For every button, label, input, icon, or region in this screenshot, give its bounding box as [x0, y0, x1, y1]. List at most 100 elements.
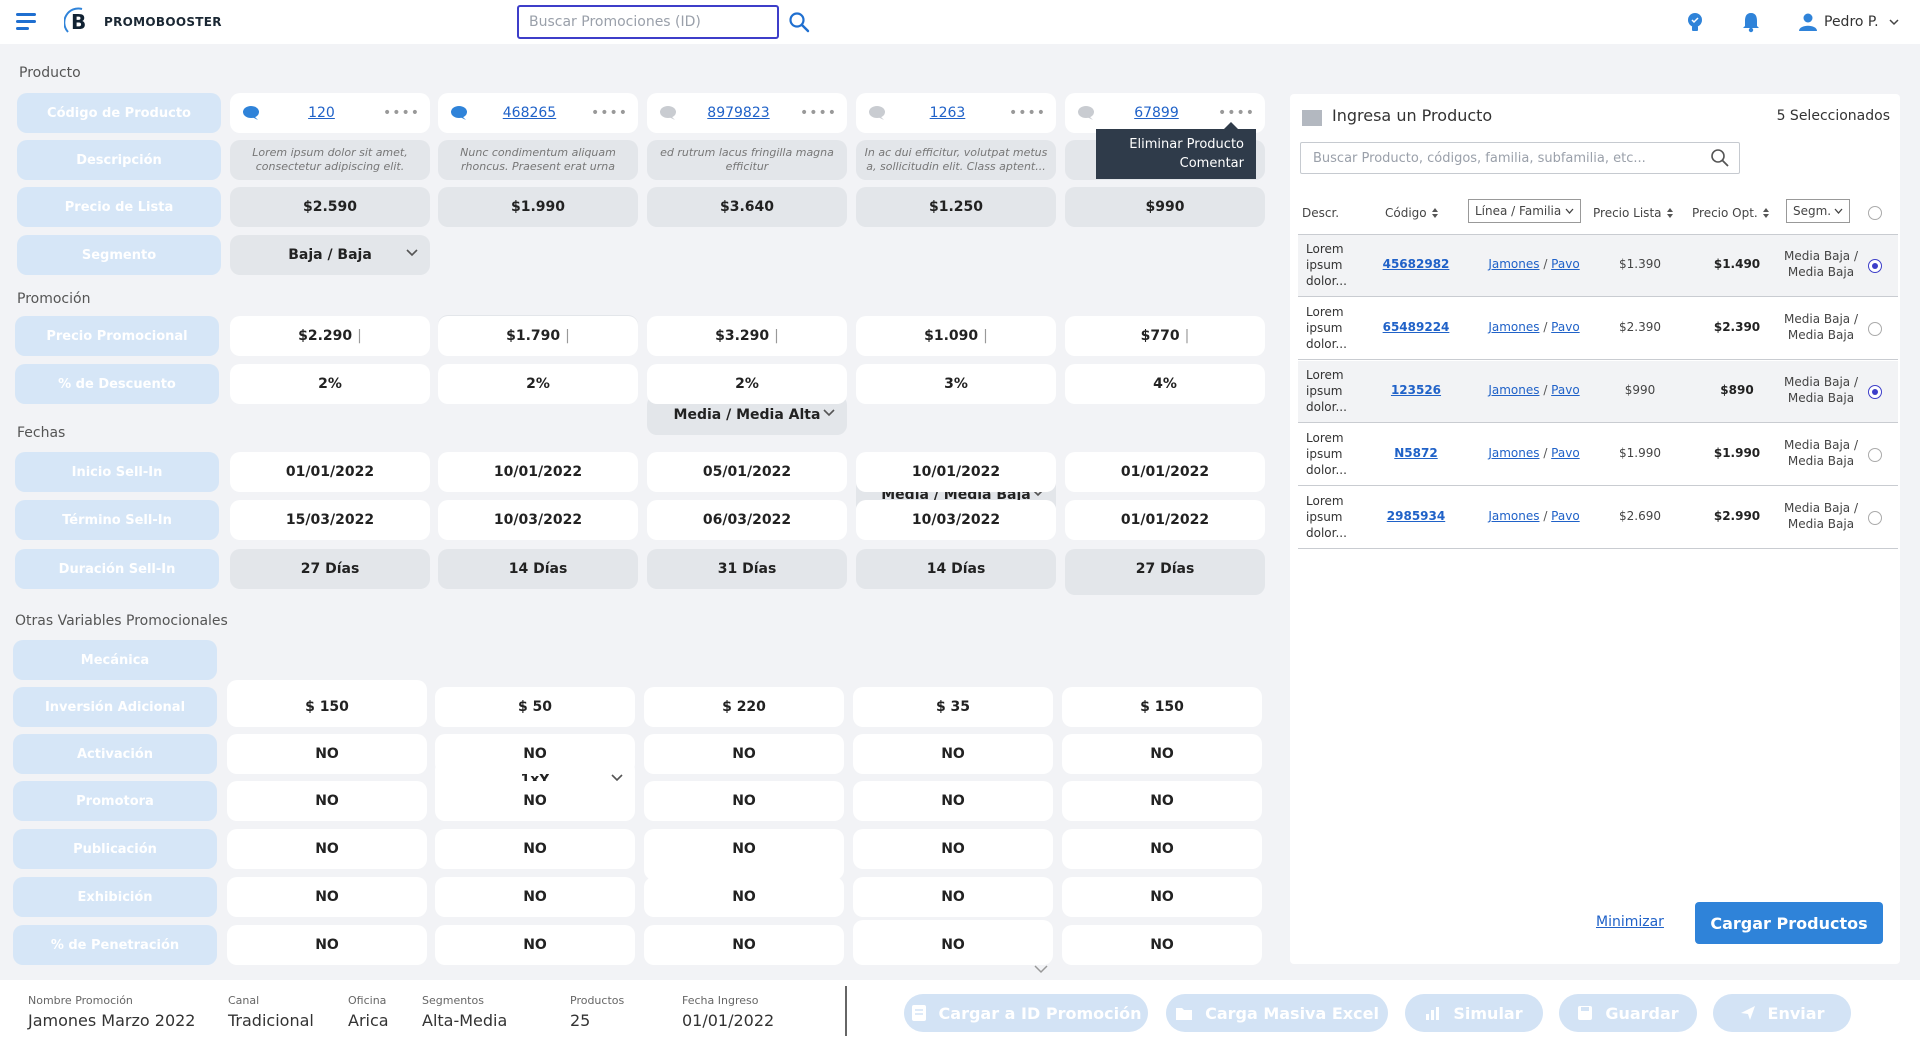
bell-icon[interactable] [1740, 11, 1762, 33]
promotora-cell[interactable]: NO [435, 781, 635, 821]
precio-promocional-input[interactable]: $1.090 | [856, 316, 1056, 356]
publicacion-cell[interactable]: NO [435, 829, 635, 869]
linea-link[interactable]: Jamones [1488, 257, 1540, 271]
inversion-adicional-cell[interactable]: $ 150 [1062, 687, 1262, 727]
linea-link[interactable]: Jamones [1488, 320, 1540, 334]
activacion-cell[interactable]: NO [435, 734, 635, 774]
row-code-link[interactable]: 45682982 [1382, 257, 1450, 271]
precio-promocional-input[interactable]: $1.790 | [438, 316, 638, 356]
promotora-cell[interactable]: NO [644, 781, 844, 821]
activacion-cell[interactable]: NO [227, 734, 427, 774]
product-code-link[interactable]: 468265 [502, 105, 557, 121]
exhibicion-cell[interactable]: NO [227, 877, 427, 917]
promotora-cell[interactable]: NO [853, 781, 1053, 821]
row-code-link[interactable]: 65489224 [1382, 320, 1450, 334]
precio-promocional-input[interactable]: $3.290 | [647, 316, 847, 356]
promotora-cell[interactable]: NO [227, 781, 427, 821]
activacion-cell[interactable]: NO [853, 734, 1053, 774]
precio-promocional-input[interactable]: $770 | [1065, 316, 1265, 356]
search-icon[interactable] [1710, 148, 1730, 168]
row-select-radio[interactable] [1868, 259, 1882, 273]
table-row[interactable]: Lorem ipsum dolor... 45682982 Jamones / Pa… [1298, 235, 1898, 297]
row-select-radio[interactable] [1868, 448, 1882, 462]
publicacion-cell[interactable]: NO [1062, 829, 1262, 869]
user-menu[interactable]: Pedro P. [1798, 10, 1905, 34]
penetracion-cell[interactable]: NO [227, 925, 427, 965]
table-row[interactable]: Lorem ipsum dolor... 123526 Jamones / Pavo… [1298, 361, 1898, 423]
menu-icon[interactable] [16, 13, 36, 30]
publicacion-cell[interactable]: NO [853, 829, 1053, 869]
activacion-cell[interactable]: NO [1062, 734, 1262, 774]
more-options-icon[interactable]: •••• [382, 105, 420, 121]
termino-sell-in-cell[interactable]: 01/01/2022 [1065, 500, 1265, 540]
familia-link[interactable]: Pavo [1551, 257, 1580, 271]
select-all-radio[interactable] [1868, 206, 1882, 220]
col-header-segm[interactable]: Segm. [1786, 199, 1850, 223]
termino-sell-in-cell[interactable]: 15/03/2022 [230, 500, 430, 540]
termino-sell-in-cell[interactable]: 10/03/2022 [438, 500, 638, 540]
row-select-radio[interactable] [1868, 511, 1882, 525]
penetracion-cell[interactable]: NO [1062, 925, 1262, 965]
publicacion-cell[interactable]: NO [227, 829, 427, 869]
row-code-link[interactable]: 123526 [1390, 383, 1442, 397]
col-header-codigo[interactable]: Código [1385, 206, 1439, 220]
minimize-link[interactable]: Minimizar [1596, 914, 1664, 930]
termino-sell-in-cell[interactable]: 10/03/2022 [856, 500, 1056, 540]
comentar-option[interactable]: Comentar [1179, 156, 1244, 171]
comment-icon[interactable] [450, 105, 468, 121]
cargar-productos-button[interactable]: Cargar Productos [1695, 902, 1883, 944]
comment-icon[interactable] [1077, 105, 1095, 121]
col-header-descr[interactable]: Descr. [1302, 206, 1340, 220]
product-code-link[interactable]: 8979823 [707, 105, 770, 121]
more-options-icon[interactable]: •••• [799, 105, 837, 121]
lightbulb-icon[interactable] [1684, 11, 1706, 33]
inicio-sell-in-cell[interactable]: 10/01/2022 [438, 452, 638, 492]
comment-icon[interactable] [659, 105, 677, 121]
carga-masiva-excel-button[interactable]: Carga Masiva Excel [1166, 994, 1388, 1032]
scroll-down-chevron-icon[interactable] [1034, 965, 1048, 974]
inicio-sell-in-cell[interactable]: 10/01/2022 [856, 452, 1056, 492]
promo-search-input[interactable] [517, 5, 779, 39]
linea-link[interactable]: Jamones [1488, 446, 1540, 460]
inversion-adicional-cell[interactable]: $ 150 [227, 687, 427, 727]
linea-link[interactable]: Jamones [1488, 509, 1540, 523]
familia-link[interactable]: Pavo [1551, 383, 1580, 397]
familia-link[interactable]: Pavo [1551, 446, 1580, 460]
product-code-link[interactable]: 120 [308, 105, 335, 121]
inversion-adicional-cell[interactable]: $ 220 [644, 687, 844, 727]
more-options-icon[interactable]: •••• [1008, 105, 1046, 121]
familia-link[interactable]: Pavo [1551, 509, 1580, 523]
table-row[interactable]: Lorem ipsum dolor... 2985934 Jamones / Pav… [1298, 487, 1898, 549]
table-row[interactable]: Lorem ipsum dolor... N5872 Jamones / Pavo $… [1298, 424, 1898, 486]
eliminar-producto-option[interactable]: Eliminar Producto [1129, 137, 1244, 152]
search-icon[interactable] [788, 11, 810, 33]
more-options-icon[interactable]: •••• [590, 105, 628, 121]
row-code-link[interactable]: 2985934 [1386, 509, 1446, 523]
exhibicion-cell[interactable]: NO [644, 877, 844, 917]
row-select-radio[interactable] [1868, 322, 1882, 336]
exhibicion-cell[interactable]: NO [853, 877, 1053, 917]
linea-link[interactable]: Jamones [1488, 383, 1540, 397]
segmento-dropdown[interactable]: Baja / Baja [230, 235, 430, 275]
exhibicion-cell[interactable]: NO [435, 877, 635, 917]
familia-link[interactable]: Pavo [1551, 320, 1580, 334]
comment-icon[interactable] [242, 105, 260, 121]
logo[interactable]: B PROMOBOOSTER [63, 6, 222, 38]
comment-icon[interactable] [868, 105, 886, 121]
termino-sell-in-cell[interactable]: 06/03/2022 [647, 500, 847, 540]
more-options-icon[interactable]: •••• [1217, 105, 1255, 121]
exhibicion-cell[interactable]: NO [1062, 877, 1262, 917]
row-code-link[interactable]: N5872 [1394, 446, 1438, 460]
row-select-radio[interactable] [1868, 385, 1882, 399]
penetracion-cell[interactable]: NO [435, 925, 635, 965]
col-header-linea-familia[interactable]: Línea / Familia [1468, 199, 1582, 223]
col-header-precio-lista[interactable]: Precio Lista [1593, 206, 1674, 220]
col-header-precio-opt[interactable]: Precio Opt. [1692, 206, 1770, 220]
cargar-id-promocion-button[interactable]: Cargar a ID Promoción [904, 994, 1148, 1032]
inicio-sell-in-cell[interactable]: 01/01/2022 [230, 452, 430, 492]
enviar-button[interactable]: Enviar [1713, 994, 1851, 1032]
inversion-adicional-cell[interactable]: $ 35 [853, 687, 1053, 727]
inversion-adicional-cell[interactable]: $ 50 [435, 687, 635, 727]
guardar-button[interactable]: Guardar [1559, 994, 1697, 1032]
penetracion-cell[interactable]: NO [644, 925, 844, 965]
